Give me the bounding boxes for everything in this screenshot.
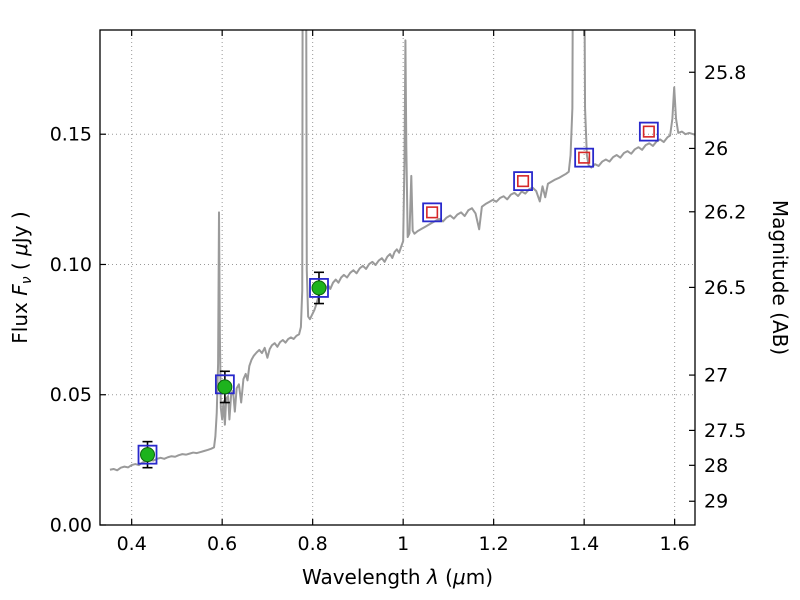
x-tick-label: 0.6 [207,533,237,555]
tick-marks [100,30,695,526]
magnitude-tick-label: 29 [704,491,728,513]
magnitude-tick-label: 26 [704,138,728,160]
axes-box [99,29,696,526]
x-axis-label: Wavelength λ (μm) [302,565,493,589]
grid-lines [100,30,695,525]
flux-axis-label: Flux Fν ( μJy ) [8,211,35,343]
x-tick-label: 1 [397,533,409,555]
model-photometry-square [513,171,533,192]
observed-photometry-point [217,379,233,395]
flux-tick-label: 0.00 [50,515,92,537]
magnitude-tick-label: 25.8 [704,62,746,84]
observed-photometry-point [140,447,156,463]
model-photometry-inner-square [642,125,655,138]
observed-photometry-points [140,280,327,463]
model-photometry-inner-square [426,206,439,219]
magnitude-tick-label: 27.5 [704,420,746,442]
observed-photometry-point [311,280,327,296]
model-photometry-inner-square [578,151,591,164]
x-tick-label: 1.6 [660,533,690,555]
magnitude-tick-label: 27 [704,365,728,387]
model-photometry-square [137,444,158,465]
model-photometry-square [422,202,443,223]
model-photometry-square [638,121,659,142]
flux-tick-label: 0.05 [50,384,92,406]
x-tick-label: 0.8 [298,533,328,555]
error-bars [142,271,324,469]
model-photometry-square [309,278,329,298]
flux-tick-label: 0.15 [50,124,92,146]
magnitude-tick-label: 26.2 [704,201,746,223]
flux-tick-label: 0.10 [50,254,92,276]
magnitude-tick-label: 26.5 [704,277,746,299]
x-tick-label: 0.4 [117,533,147,555]
magnitude-tick-label: 28 [704,455,728,477]
spectrum-line [109,30,695,472]
x-tick-label: 1.2 [479,533,509,555]
model-photometry-square [574,147,595,168]
model-photometry-inner-square [517,175,530,188]
magnitude-axis-label: Magnitude (AB) [768,200,792,355]
x-tick-label: 1.4 [569,533,599,555]
